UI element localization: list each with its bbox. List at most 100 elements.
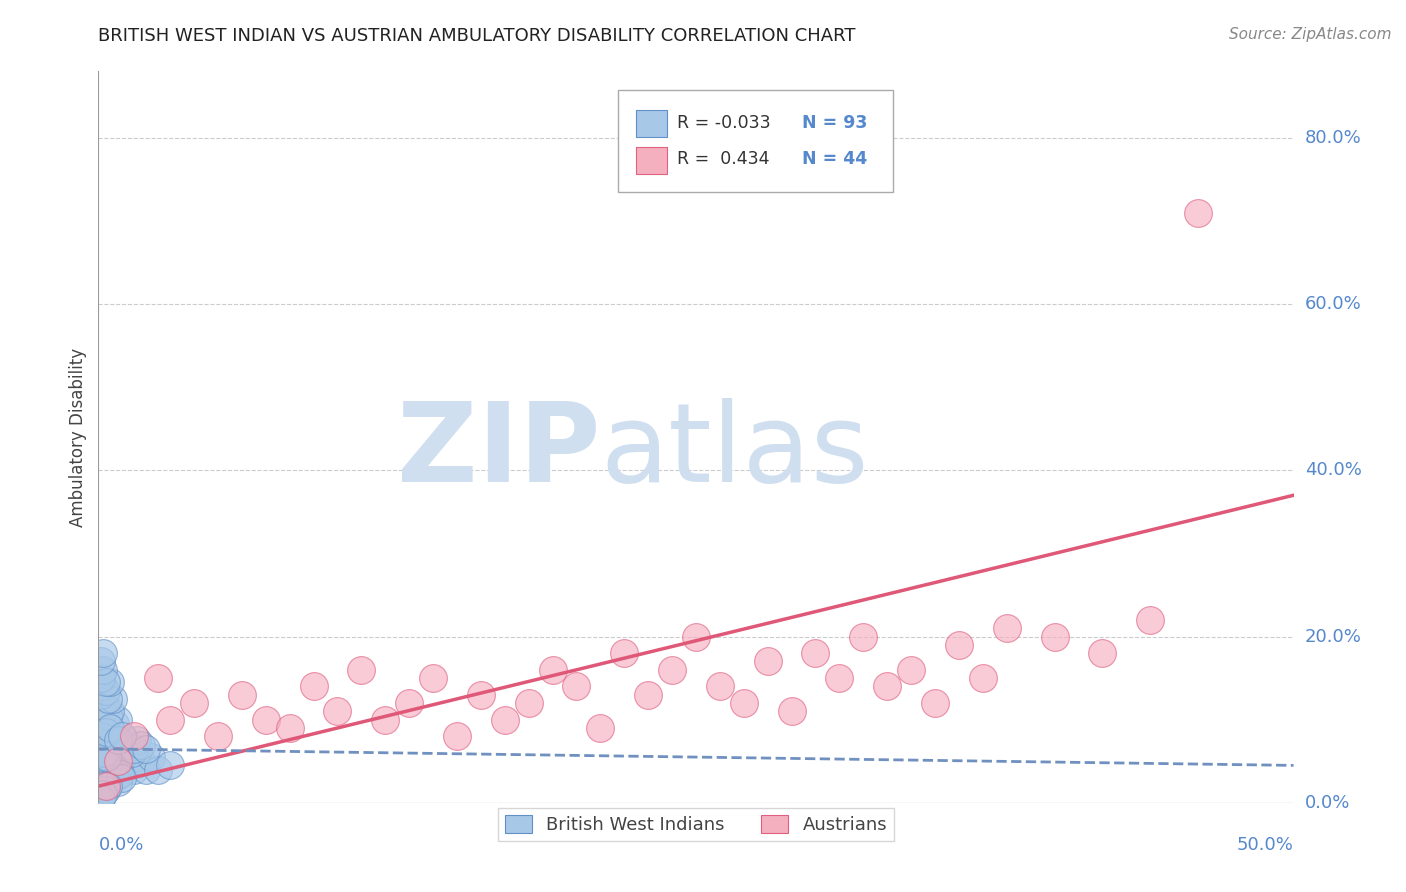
Point [278, 721, 301, 735]
Point [91, 646, 114, 660]
Point [589, 721, 612, 735]
Point [90, 655, 112, 669]
Point [90, 729, 112, 743]
Point [131, 754, 153, 768]
Point [1043, 630, 1066, 644]
Point [101, 692, 124, 706]
Point [302, 680, 325, 694]
Point [131, 738, 153, 752]
Point [124, 741, 146, 756]
Point [114, 746, 136, 760]
Point [121, 754, 143, 768]
Point [104, 771, 127, 785]
Point [709, 680, 731, 694]
Point [121, 746, 143, 760]
Point [207, 729, 229, 743]
Point [91, 779, 114, 793]
Text: N = 93: N = 93 [803, 113, 868, 131]
Point [118, 738, 141, 752]
Point [94, 775, 117, 789]
Point [398, 696, 420, 710]
Point [115, 750, 138, 764]
Point [97, 738, 120, 752]
Point [101, 729, 124, 743]
Point [107, 738, 129, 752]
Point [780, 705, 803, 719]
Point [91, 716, 114, 731]
Point [148, 671, 170, 685]
Point [852, 630, 875, 644]
Point [139, 750, 162, 764]
Point [91, 663, 114, 677]
Point [94, 675, 117, 690]
Point [107, 733, 129, 747]
Point [90, 758, 112, 772]
Point [90, 671, 112, 685]
Point [326, 705, 349, 719]
Point [115, 741, 138, 756]
Point [124, 763, 146, 777]
Point [98, 705, 122, 719]
Point [94, 700, 117, 714]
Point [93, 746, 115, 760]
Point [125, 733, 148, 747]
Point [613, 646, 636, 660]
Point [135, 741, 157, 756]
Point [107, 713, 129, 727]
Point [733, 696, 755, 710]
FancyBboxPatch shape [637, 146, 668, 174]
Text: 0.0%: 0.0% [1305, 794, 1350, 812]
Point [114, 733, 136, 747]
Point [446, 729, 468, 743]
Point [494, 713, 516, 727]
Point [111, 771, 134, 785]
Point [828, 671, 851, 685]
Point [97, 750, 120, 764]
Point [94, 713, 117, 727]
Point [98, 766, 122, 780]
Point [97, 692, 120, 706]
Point [118, 758, 141, 772]
FancyBboxPatch shape [619, 90, 893, 192]
Point [972, 671, 994, 685]
Text: 60.0%: 60.0% [1305, 295, 1361, 313]
Point [104, 716, 127, 731]
Point [254, 713, 277, 727]
Point [98, 675, 122, 690]
Point [91, 754, 114, 768]
Legend: British West Indians, Austrians: British West Indians, Austrians [498, 807, 894, 841]
Point [159, 713, 181, 727]
Text: N = 44: N = 44 [803, 150, 868, 168]
Point [90, 738, 112, 752]
Point [104, 729, 127, 743]
Point [96, 741, 118, 756]
FancyBboxPatch shape [637, 110, 668, 137]
Point [1091, 646, 1114, 660]
Point [91, 766, 114, 780]
Point [101, 733, 124, 747]
Point [90, 771, 112, 785]
Point [104, 750, 127, 764]
Text: R =  0.434: R = 0.434 [676, 150, 769, 168]
Point [804, 646, 827, 660]
Point [111, 738, 134, 752]
Point [98, 741, 122, 756]
Point [97, 779, 120, 793]
Point [1187, 205, 1209, 219]
Point [98, 721, 122, 735]
Point [101, 754, 124, 768]
Point [541, 663, 564, 677]
Point [91, 788, 114, 802]
Point [111, 754, 134, 768]
Point [108, 741, 131, 756]
Point [101, 763, 124, 777]
Point [91, 750, 114, 764]
Point [159, 758, 181, 772]
Text: R = -0.033: R = -0.033 [676, 113, 770, 131]
Point [1139, 613, 1161, 627]
Point [685, 630, 707, 644]
Point [97, 708, 120, 723]
Point [374, 713, 396, 727]
Point [94, 779, 117, 793]
Point [565, 680, 588, 694]
